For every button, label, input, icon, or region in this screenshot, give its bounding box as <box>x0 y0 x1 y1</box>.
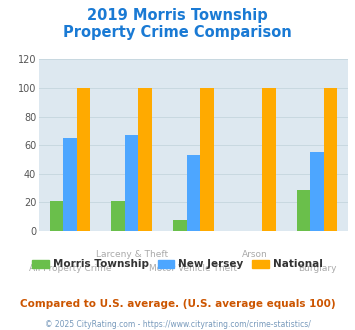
Bar <box>138 88 152 231</box>
Text: Compared to U.S. average. (U.S. average equals 100): Compared to U.S. average. (U.S. average … <box>20 299 335 309</box>
Bar <box>262 88 275 231</box>
Bar <box>297 189 310 231</box>
Bar <box>200 88 214 231</box>
Text: Larceny & Theft: Larceny & Theft <box>95 250 168 259</box>
Text: © 2025 CityRating.com - https://www.cityrating.com/crime-statistics/: © 2025 CityRating.com - https://www.city… <box>45 320 310 329</box>
Text: All Property Crime: All Property Crime <box>29 264 111 273</box>
Text: Motor Vehicle Theft: Motor Vehicle Theft <box>149 264 237 273</box>
Bar <box>173 219 187 231</box>
Bar <box>77 88 90 231</box>
Text: Property Crime Comparison: Property Crime Comparison <box>63 25 292 40</box>
Bar <box>111 201 125 231</box>
Bar <box>63 138 77 231</box>
Text: Arson: Arson <box>242 250 268 259</box>
Bar <box>187 155 200 231</box>
Legend: Morris Township, New Jersey, National: Morris Township, New Jersey, National <box>28 255 327 274</box>
Text: 2019 Morris Township: 2019 Morris Township <box>87 8 268 23</box>
Bar <box>310 152 324 231</box>
Text: Burglary: Burglary <box>298 264 336 273</box>
Bar <box>324 88 337 231</box>
Bar <box>125 135 138 231</box>
Bar <box>50 201 63 231</box>
